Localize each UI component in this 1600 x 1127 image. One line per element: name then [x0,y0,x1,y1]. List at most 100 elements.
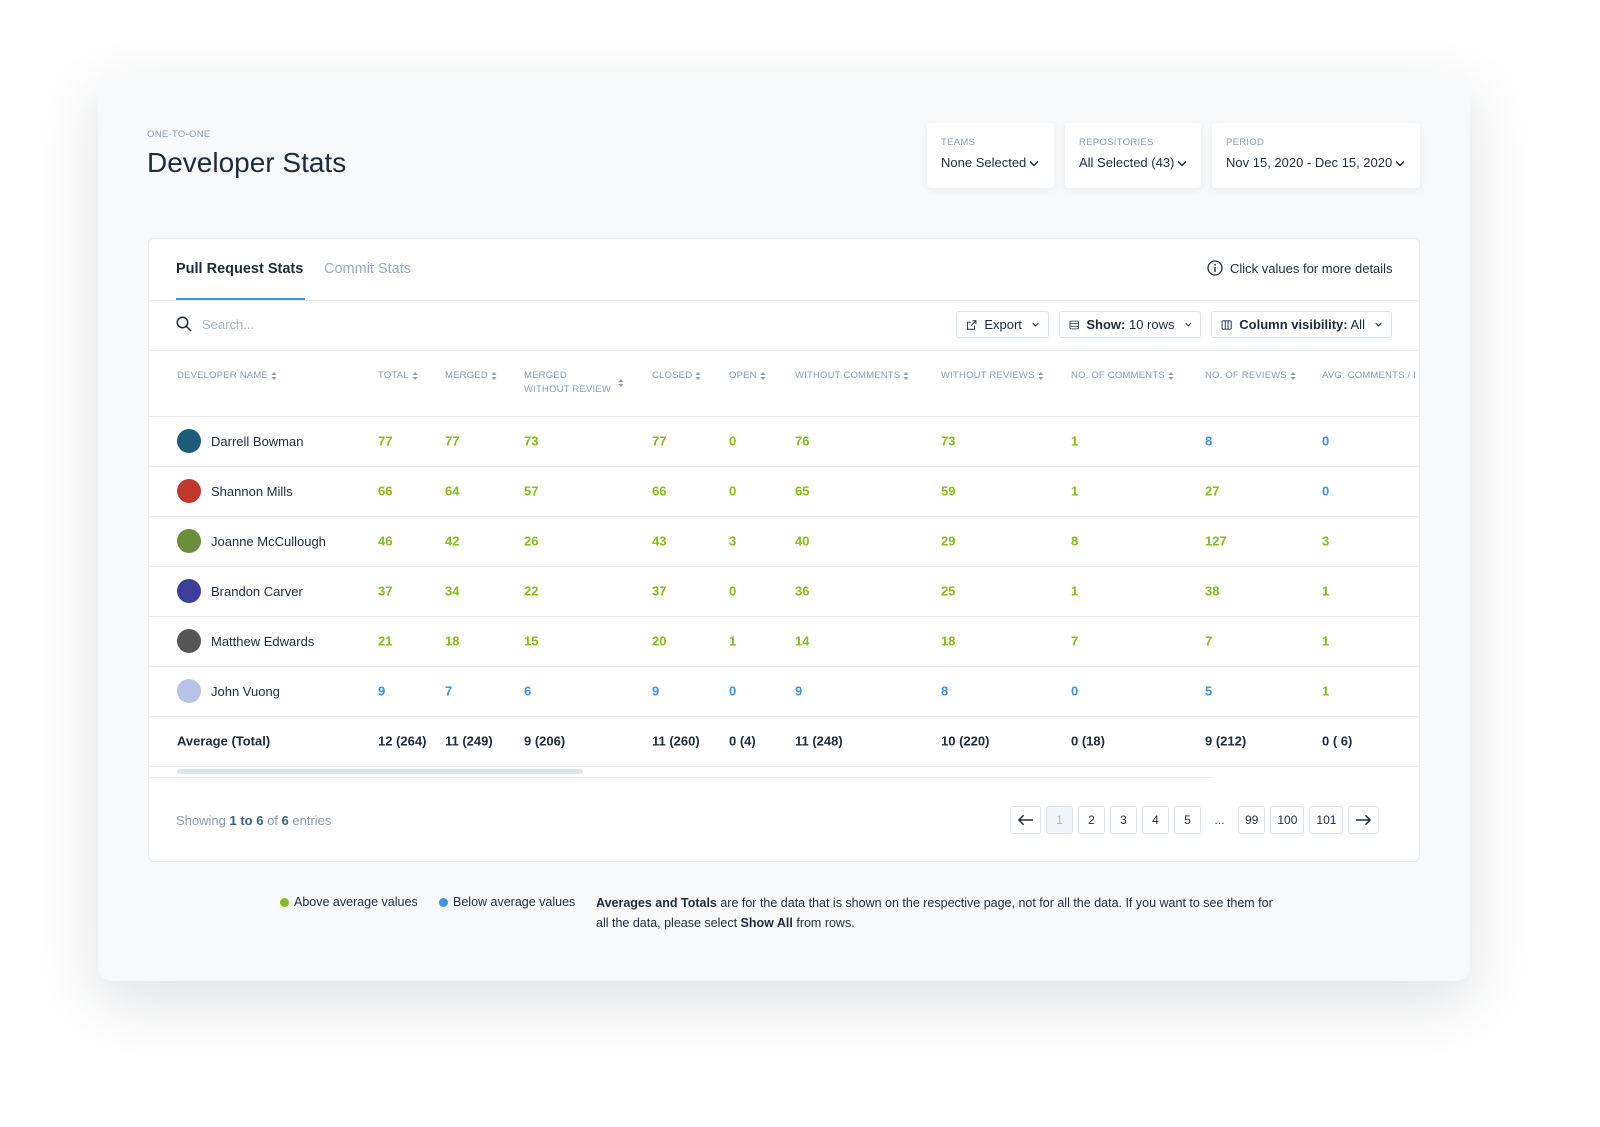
stat-value[interactable]: 0 [729,433,737,449]
stat-value[interactable]: 66 [652,483,667,499]
page-button[interactable]: 99 [1238,806,1266,834]
stat-value[interactable]: 1 [729,633,737,649]
stat-value[interactable]: 73 [524,433,539,449]
stat-value[interactable]: 9 [378,683,386,699]
stat-value[interactable]: 37 [378,583,393,599]
stat-value[interactable]: 15 [524,633,539,649]
rows-button[interactable]: Show: 10 rows [1059,311,1201,338]
developer[interactable]: Shannon Mills [177,479,293,503]
stat-value[interactable]: 76 [795,433,810,449]
stat-value[interactable]: 7 [1205,633,1213,649]
divider [148,300,1420,301]
stat-value[interactable]: 77 [445,433,460,449]
column-header[interactable]: AVG. COMMENTS / I [1322,369,1420,383]
developer[interactable]: Joanne McCullough [177,529,326,553]
column-header[interactable]: MERGED [445,369,515,383]
column-header[interactable]: OPEN [729,369,789,383]
stat-value[interactable]: 127 [1205,533,1227,549]
stat-value[interactable]: 77 [652,433,667,449]
column-header[interactable]: TOTAL [378,369,438,383]
stat-value[interactable]: 46 [378,533,393,549]
filter-dropdown[interactable]: TEAMS None Selected [927,123,1054,188]
stat-value[interactable]: 40 [795,533,810,549]
stat-value[interactable]: 38 [1205,583,1220,599]
column-header[interactable]: MERGED WITHOUT REVIEW [524,369,624,397]
stat-value[interactable]: 0 [729,483,737,499]
stat-value[interactable]: 29 [941,533,956,549]
stat-value[interactable]: 3 [1322,533,1330,549]
stat-value[interactable]: 57 [524,483,539,499]
note-part: are for the data that is shown on the re… [596,896,1273,930]
prev-page[interactable] [1010,806,1041,834]
stat-value[interactable]: 36 [795,583,810,599]
sort-icon [1168,372,1174,380]
stat-value[interactable]: 18 [445,633,460,649]
stat-value[interactable]: 6 [524,683,532,699]
stat-value[interactable]: 1 [1071,483,1079,499]
page-button[interactable]: 5 [1174,806,1201,834]
stat-value[interactable]: 77 [378,433,393,449]
stat-value[interactable]: 7 [1071,633,1079,649]
stat-value[interactable]: 34 [445,583,460,599]
stat-value[interactable]: 0 [1322,433,1330,449]
search-box[interactable]: Search... [176,316,254,332]
page-button[interactable]: 1 [1046,806,1073,834]
stat-value[interactable]: 42 [445,533,460,549]
stat-value[interactable]: 64 [445,483,460,499]
tab[interactable]: Commit Stats [324,261,412,277]
stat-value[interactable]: 27 [1205,483,1220,499]
stat-value[interactable]: 3 [729,533,737,549]
stat-value[interactable]: 0 [729,583,737,599]
stat-value[interactable]: 37 [652,583,667,599]
developer[interactable]: Brandon Carver [177,579,303,603]
stat-value[interactable]: 0 [1322,483,1330,499]
stat-value[interactable]: 20 [652,633,667,649]
stat-value[interactable]: 21 [378,633,393,649]
filter-dropdown[interactable]: PERIOD Nov 15, 2020 - Dec 15, 2020 [1212,123,1420,188]
stat-value[interactable]: 18 [941,633,956,649]
column-header[interactable]: WITHOUT COMMENTS [795,369,925,383]
page-button[interactable]: 3 [1110,806,1137,834]
columns-button[interactable]: Column visibility: All [1211,311,1392,338]
developer[interactable]: John Vuong [177,679,280,703]
stat-value[interactable]: 1 [1071,583,1079,599]
column-header[interactable]: NO. OF COMMENTS [1071,369,1191,383]
stat-value[interactable]: 0 [1071,683,1079,699]
stat-value[interactable]: 1 [1322,583,1330,599]
developer[interactable]: Darrell Bowman [177,429,303,453]
stat-value[interactable]: 8 [941,683,949,699]
export-button[interactable]: Export [956,311,1049,338]
stat-value[interactable]: 5 [1205,683,1213,699]
stat-value[interactable]: 66 [378,483,393,499]
page-button[interactable]: 2 [1078,806,1105,834]
stat-value[interactable]: 73 [941,433,956,449]
stat-value[interactable]: 1 [1071,433,1079,449]
stat-value[interactable]: 65 [795,483,810,499]
stat-value[interactable]: 1 [1322,683,1330,699]
stat-value[interactable]: 43 [652,533,667,549]
developer[interactable]: Matthew Edwards [177,629,314,653]
stat-value[interactable]: 8 [1205,433,1213,449]
stat-value[interactable]: 59 [941,483,956,499]
stat-value[interactable]: 26 [524,533,539,549]
next-page[interactable] [1348,806,1380,834]
stat-value[interactable]: 22 [524,583,539,599]
column-header[interactable]: DEVELOPER NAME [177,369,357,383]
filter-dropdown[interactable]: REPOSITORIES All Selected (43) [1065,123,1201,188]
page-button[interactable]: 101 [1309,806,1344,834]
stat-value[interactable]: 14 [795,633,810,649]
page-button[interactable]: 100 [1270,806,1305,834]
tab-active[interactable]: Pull Request Stats [176,261,304,277]
stat-value[interactable]: 9 [652,683,660,699]
stat-value[interactable]: 8 [1071,533,1079,549]
stat-value[interactable]: 9 [795,683,803,699]
column-header[interactable]: NO. OF REVIEWS [1205,369,1315,383]
stat-value[interactable]: 0 [729,683,737,699]
page-button[interactable]: 4 [1142,806,1169,834]
stat-value[interactable]: 1 [1322,633,1330,649]
stat-value[interactable]: 25 [941,583,956,599]
column-header[interactable]: WITHOUT REVIEWS [941,369,1061,383]
column-header[interactable]: CLOSED [652,369,722,383]
stat-value[interactable]: 7 [445,683,453,699]
scroll-thumb[interactable] [177,769,583,774]
